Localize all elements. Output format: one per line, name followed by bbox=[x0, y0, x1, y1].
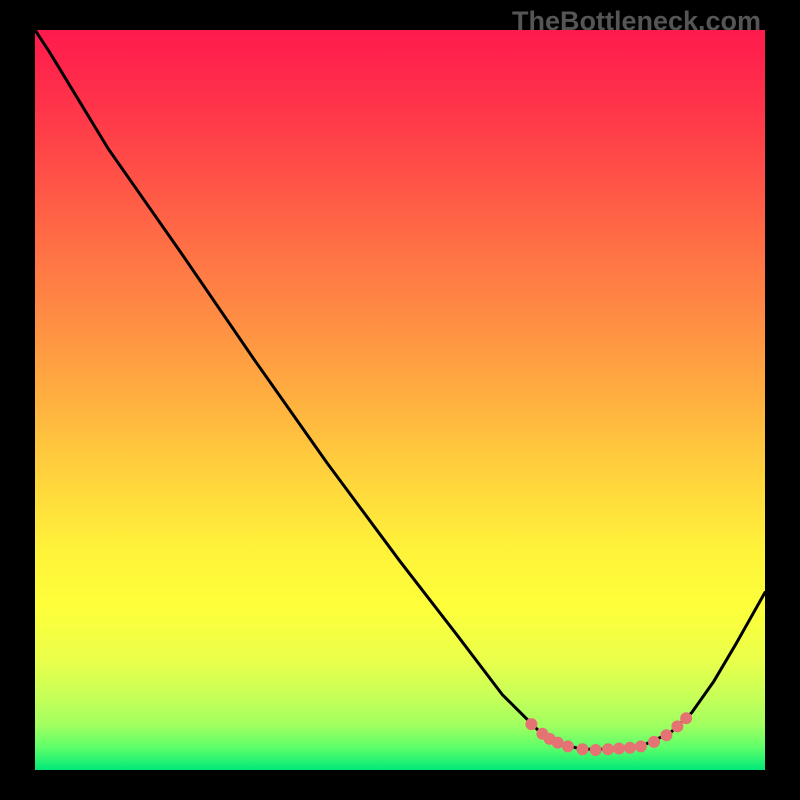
watermark-text: TheBottleneck.com bbox=[512, 6, 761, 37]
marker-dot bbox=[552, 737, 564, 749]
marker-dot bbox=[648, 736, 660, 748]
gradient-rect bbox=[35, 30, 765, 770]
marker-dot bbox=[660, 729, 672, 741]
marker-dot bbox=[590, 744, 602, 756]
marker-dot bbox=[562, 740, 574, 752]
marker-dot bbox=[613, 743, 625, 755]
chart-svg bbox=[0, 0, 800, 800]
marker-dot bbox=[525, 718, 537, 730]
marker-dot bbox=[635, 740, 647, 752]
chart-container: TheBottleneck.com bbox=[0, 0, 800, 800]
marker-dot bbox=[624, 742, 636, 754]
marker-dot bbox=[680, 712, 692, 724]
marker-dot bbox=[671, 720, 683, 732]
marker-dot bbox=[602, 743, 614, 755]
marker-dot bbox=[577, 743, 589, 755]
